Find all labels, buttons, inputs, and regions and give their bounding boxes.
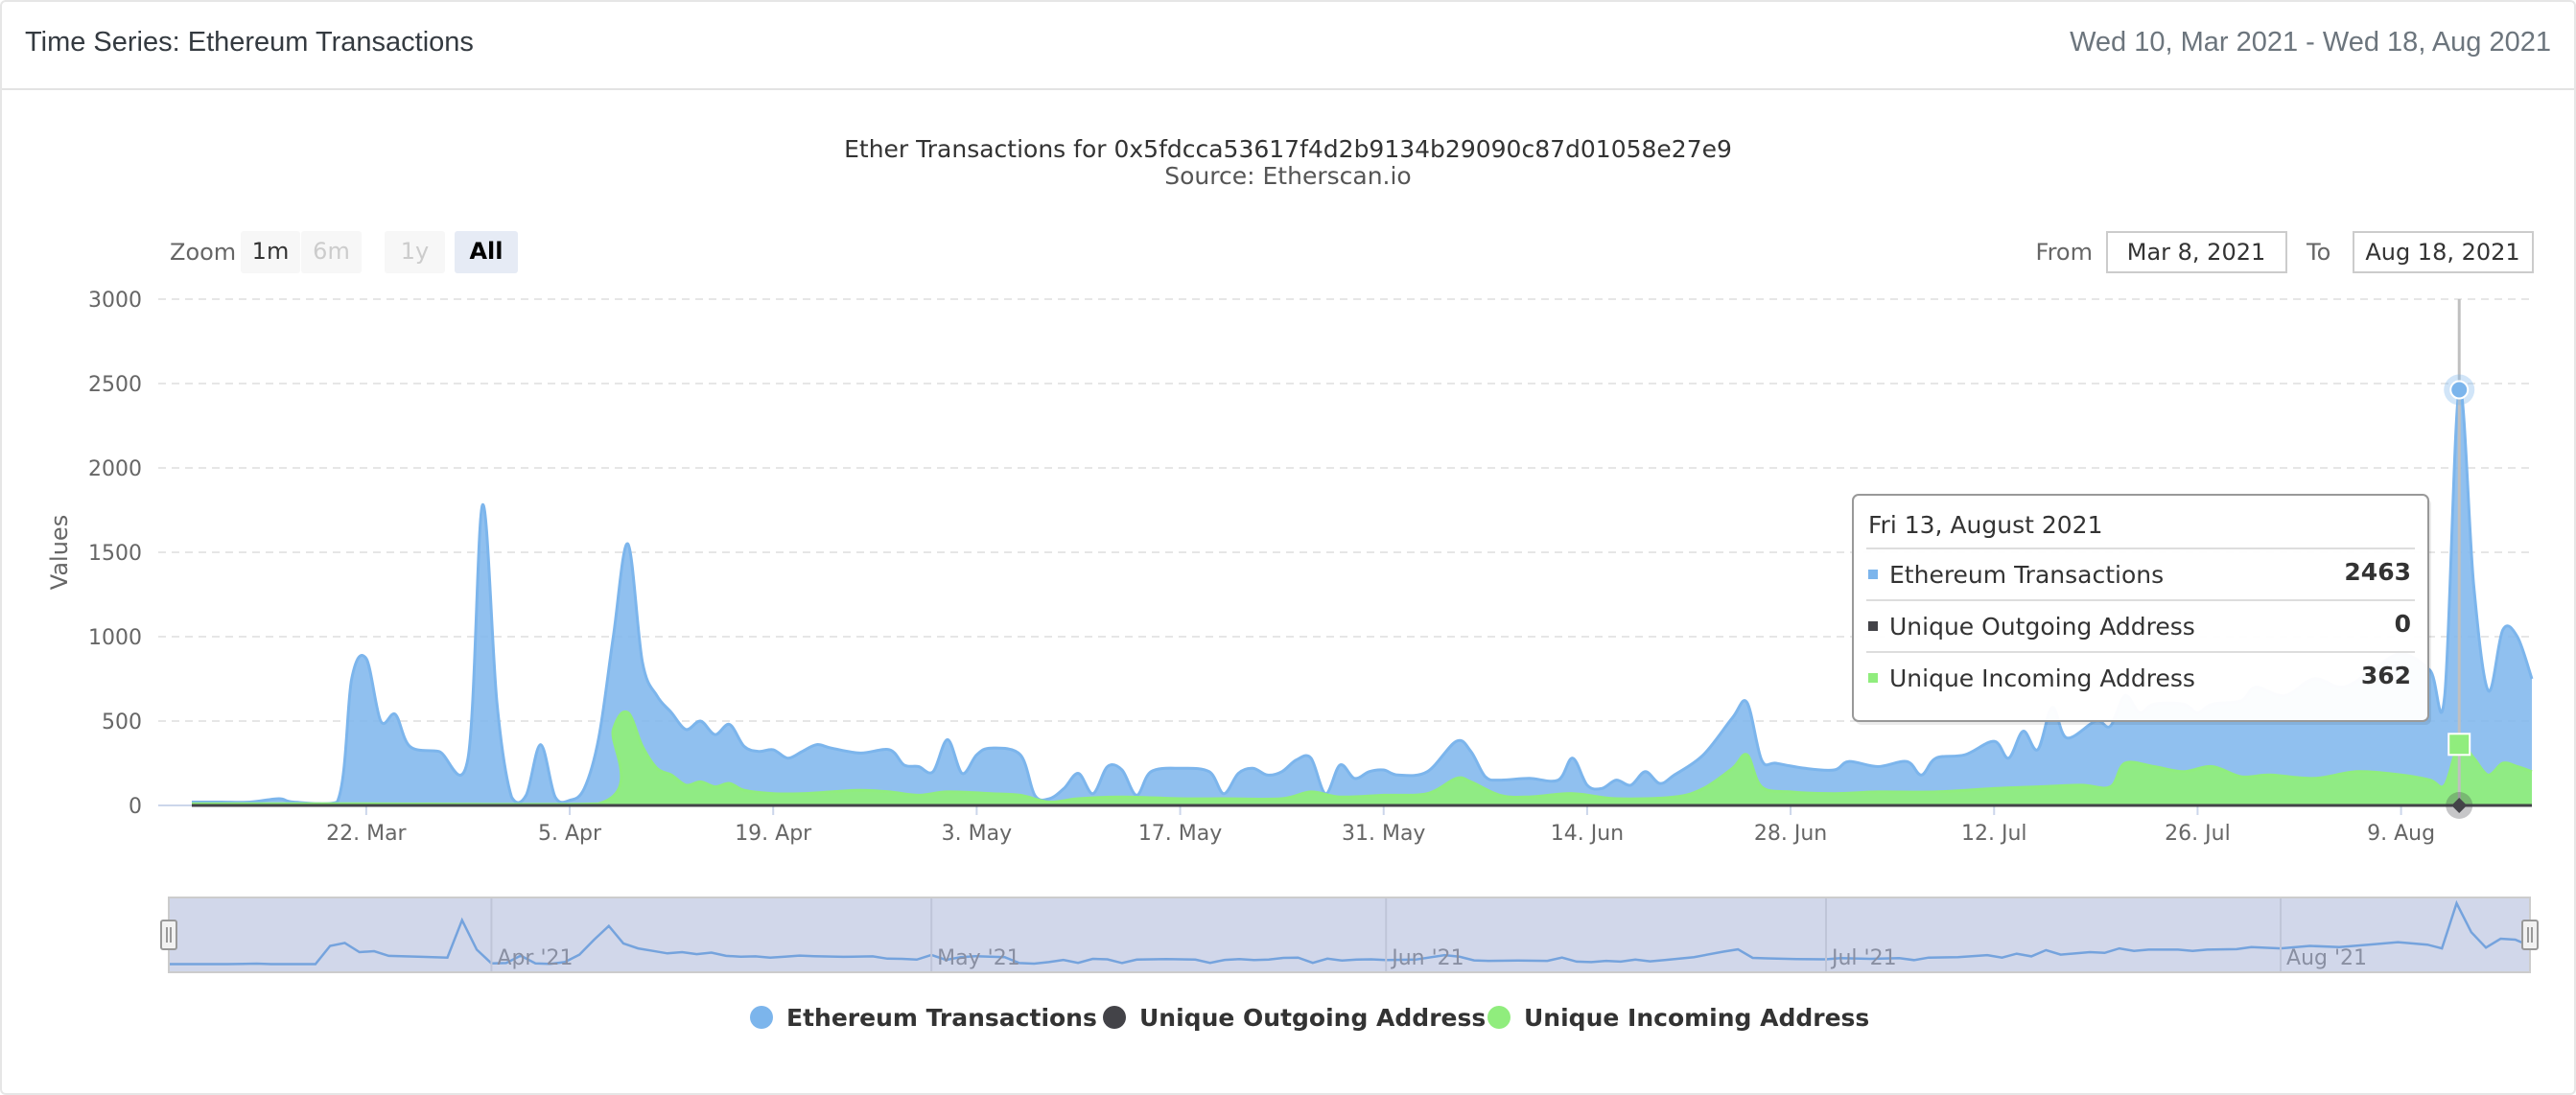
y-tick-label: 1500 xyxy=(88,542,142,566)
tooltip-header: Fri 13, August 2021 xyxy=(1868,511,2103,539)
zoom-button-label: All xyxy=(469,238,503,265)
navigator[interactable]: Apr '21 May '21 Jun '21 Jul '21 Aug '21 xyxy=(160,897,2539,973)
x-tick-label: 22. Mar xyxy=(326,822,407,846)
hover-markers xyxy=(2444,299,2475,819)
legend-item-unique-incoming-address[interactable]: Unique Incoming Address xyxy=(1524,1004,1869,1032)
zoom-button-1m[interactable] xyxy=(241,231,300,273)
navigator-tick-label: Apr '21 xyxy=(497,946,573,970)
tooltip-series-marker xyxy=(1868,570,1878,579)
tooltip: Fri 13, August 2021 Ethereum Transactions… xyxy=(1852,494,2431,725)
y-tick-label: 500 xyxy=(102,711,142,734)
y-axis-ticks: 0 500 1000 1500 2000 2500 3000 xyxy=(88,289,142,819)
card-header: Time Series: Ethereum Transactions Wed 1… xyxy=(2,2,2574,90)
chart-title: Ether Transactions for 0x5fdcca53617f4d2… xyxy=(844,135,1732,163)
zoom-label: Zoom xyxy=(170,239,236,266)
chart-subtitle: Source: Etherscan.io xyxy=(1164,162,1411,190)
x-tick-label: 9. Aug xyxy=(2367,822,2435,846)
navigator-tick-label: Jun '21 xyxy=(1390,946,1464,970)
card-title: Time Series: Ethereum Transactions xyxy=(25,27,474,58)
zoom-button-label: 1y xyxy=(401,238,429,265)
y-tick-label: 1000 xyxy=(88,626,142,650)
y-tick-label: 3000 xyxy=(88,289,142,313)
navigator-selected-range[interactable] xyxy=(168,897,2531,973)
to-label: To xyxy=(2306,239,2330,266)
tooltip-series-name: Unique Outgoing Address xyxy=(1889,613,2195,641)
tooltip-series-name: Ethereum Transactions xyxy=(1889,561,2164,589)
x-tick-label: 26. Jul xyxy=(2165,822,2231,846)
from-date-input[interactable] xyxy=(2106,231,2287,273)
zoom-button-all[interactable] xyxy=(455,231,518,273)
navigator-tick-label: Aug '21 xyxy=(2286,946,2367,970)
legend-marker[interactable] xyxy=(1103,1006,1126,1029)
from-label: From xyxy=(2036,239,2093,266)
x-axis-ticks: 22. Mar 5. Apr 19. Apr 3. May 17. May 31. May… xyxy=(326,805,2435,846)
navigator-tick-label: Jul '21 xyxy=(1830,946,1897,970)
legend-marker[interactable] xyxy=(1487,1006,1510,1029)
hover-point-incoming xyxy=(2447,733,2471,757)
hover-point-outgoing xyxy=(2451,798,2468,813)
tooltip-series-marker xyxy=(1868,673,1878,683)
zoom-button-1y[interactable] xyxy=(385,231,445,273)
legend-item-unique-outgoing-address[interactable]: Unique Outgoing Address xyxy=(1139,1004,1486,1032)
x-tick-label: 31. May xyxy=(1342,822,1425,846)
y-tick-label: 2000 xyxy=(88,457,142,481)
legend-marker[interactable] xyxy=(750,1006,773,1029)
x-tick-label: 14. Jun xyxy=(1551,822,1624,846)
zoom-buttons: 1m 6m 1y All xyxy=(241,231,518,273)
x-tick-label: 28. Jun xyxy=(1754,822,1827,846)
legend-item-ethereum-transactions[interactable]: Ethereum Transactions xyxy=(786,1004,1097,1032)
x-tick-label: 3. May xyxy=(942,822,1012,846)
navigator-tick-label: May '21 xyxy=(937,946,1020,970)
navigator-handle-right[interactable] xyxy=(2521,920,2539,950)
to-date-value: Aug 18, 2021 xyxy=(2365,239,2519,266)
navigator-series-line xyxy=(169,899,2531,966)
from-date-value: Mar 8, 2021 xyxy=(2127,239,2266,266)
series-area-ethereum-transactions[interactable] xyxy=(192,388,2532,805)
x-tick-label: 17. May xyxy=(1138,822,1222,846)
zoom-button-label: 6m xyxy=(313,238,350,265)
y-axis-title: Values xyxy=(46,515,73,590)
plot-area[interactable] xyxy=(191,386,2534,807)
y-tick-label: 0 xyxy=(129,795,142,819)
x-tick-label: 12. Jul xyxy=(1961,822,2027,846)
legend: Ethereum Transactions Unique Outgoing Add… xyxy=(750,1004,1869,1032)
x-tick-label: 19. Apr xyxy=(735,822,812,846)
tooltip-box xyxy=(1852,494,2429,722)
tooltip-series-value: 362 xyxy=(2361,662,2411,689)
hover-point-transactions xyxy=(2449,380,2470,400)
series-area-unique-incoming-address[interactable] xyxy=(192,711,2532,805)
tooltip-series-marker xyxy=(1868,621,1878,631)
tooltip-series-value: 2463 xyxy=(2344,558,2411,586)
zoom-button-label: 1m xyxy=(252,238,290,265)
to-date-input[interactable] xyxy=(2353,231,2534,273)
tooltip-series-name: Unique Incoming Address xyxy=(1889,664,2195,692)
x-tick-label: 5. Apr xyxy=(538,822,602,846)
zoom-button-6m[interactable] xyxy=(301,231,362,273)
date-range-label: Wed 10, Mar 2021 - Wed 18, Aug 2021 xyxy=(2070,27,2551,58)
series-line-unique-incoming-address[interactable] xyxy=(191,710,2533,806)
y-tick-label: 2500 xyxy=(88,373,142,397)
tooltip-series-value: 0 xyxy=(2395,610,2411,638)
navigator-handle-left[interactable] xyxy=(160,920,177,950)
